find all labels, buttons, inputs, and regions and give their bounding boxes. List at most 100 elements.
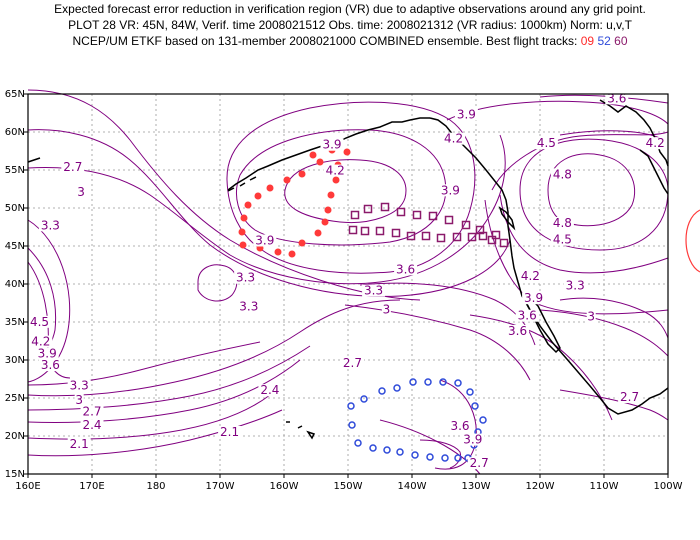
contour-3.6-top [539,94,669,104]
lat-label: 30N [5,355,25,366]
track-09-marker [343,148,351,156]
contour-label-bg [29,335,53,348]
contour-2.7-big [27,89,421,301]
contour-label: 4.2 [326,164,345,178]
lat-label: 20N [5,431,25,442]
lon-label: 120W [526,481,555,492]
track-60-marker [391,228,401,238]
track-52-marker [383,446,391,454]
contour-label: 3.9 [463,433,482,447]
contour-3.3-left [27,299,401,397]
track-09-marker [239,241,247,249]
contour-label: 3.3 [41,218,60,232]
contour-label: 4.5 [537,136,556,150]
track-60-marker [350,210,360,220]
track-09-marker [321,218,329,226]
contour-label: 3 [75,393,83,407]
track-60-marker [461,220,471,230]
contour-label: 4.8 [553,216,572,230]
lat-label: 25N [5,393,25,404]
contour-label-bg [323,164,347,177]
contour-label-bg [74,394,84,407]
contour-3.9-top [446,100,669,125]
track-60-marker [396,207,406,217]
track-60-marker [360,226,370,236]
aleutian-islands [227,176,257,192]
contour-label-bg [381,303,391,316]
contour-label: 3.9 [441,183,460,197]
contour-label: 3.3 [70,379,89,393]
contour-label: 2.1 [70,437,89,451]
flight-track-60 [348,202,509,248]
track-09-marker [324,206,332,214]
hawaii-islands [286,421,316,440]
alaska-coast [227,117,430,191]
contour-3.9-ring [236,129,447,246]
contour-label-bg [28,315,52,328]
track-60-marker [412,210,422,220]
contour-label: 4.2 [444,132,463,146]
track-09-marker [244,201,252,209]
contour-label: 3.9 [322,138,341,152]
contour-2.7-right [559,389,669,421]
contour-3.6-left [27,341,261,386]
lon-label: 110W [590,481,619,492]
track-52-marker [424,378,432,386]
contour-label: 2.1 [220,425,239,439]
track-09-marker [288,250,296,258]
contour-label: 4.2 [646,136,665,150]
contour-label-bg [362,284,386,297]
track-60-marker [452,232,462,242]
contour-3-mid [344,304,531,381]
lat-label: 55N [5,165,25,176]
track-09-marker [298,239,306,247]
contour-label: 3.6 [518,309,537,323]
contour-label-bg [550,168,574,181]
contour-label: 3.3 [239,300,258,314]
contour-3-left [27,345,311,411]
contour-label-bg [394,263,418,276]
contour-label-bg [586,310,596,323]
contour-4.2-ring [284,159,407,224]
track-52-marker [378,387,386,395]
contour-2.4-left [27,394,271,440]
contour-label-bg [467,457,491,470]
contour-3.3-right [539,309,669,357]
contour-label-bg [461,433,485,446]
track-60-marker [487,235,497,245]
track-52-marker [396,448,404,456]
plot-header: Expected forecast error reduction in ver… [0,0,700,72]
track-09-marker [238,228,246,236]
contour-label: 2.7 [470,456,489,470]
track-09-marker [309,151,317,159]
contour-3-big [27,129,511,297]
track-52-marker [426,453,434,461]
contour-3.3-big [27,134,506,285]
track-09-marker [332,176,340,184]
track-60-marker [421,231,431,241]
track-09-marker [274,248,282,256]
contour-label: 3.9 [524,291,543,305]
track-52-marker [479,416,487,424]
contour-label: 3.6 [41,358,60,372]
track-60-marker [375,226,385,236]
contour-label: 3.6 [396,262,415,276]
contour-label-bg [550,233,574,246]
title-line-3: NCEP/UM ETKF based on 131-member 2008021… [0,34,700,48]
track-52-marker [348,421,356,429]
title-line-1: Expected forecast error reduction in ver… [54,2,646,16]
contour-4.2-right [491,131,669,191]
contour-label-bg [618,391,642,404]
contour-label-bg [340,356,364,369]
track-09-marker [240,214,248,222]
track-52-marker [439,378,447,386]
track-60-marker [348,225,358,235]
contour-label: 4.5 [30,315,49,329]
contour-label: 3.6 [450,419,469,433]
contour-label-bg [320,138,344,151]
lon-label: 100W [654,481,683,492]
contour-label-bg [258,384,282,397]
hudson-bay-edge [639,149,669,195]
contour-label: 4.2 [521,269,540,283]
